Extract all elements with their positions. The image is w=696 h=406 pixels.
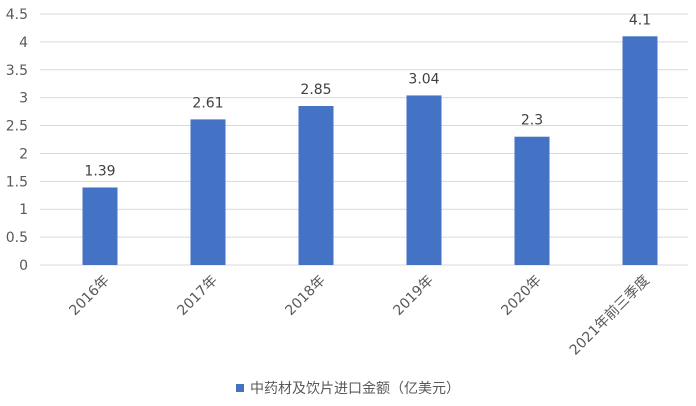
x-tick-label: 2018年: [282, 273, 328, 319]
x-tick-label: 2017年: [174, 273, 220, 319]
y-tick-label: 3.5: [6, 63, 28, 79]
y-tick-label: 3: [19, 91, 28, 107]
legend-swatch: [236, 384, 244, 392]
y-tick-label: 0: [19, 258, 28, 274]
x-tick-label: 2019年: [390, 273, 436, 319]
bar: [190, 119, 226, 265]
data-label: 3.04: [408, 71, 439, 87]
y-tick-label: 4.5: [6, 7, 28, 23]
y-tick-label: 2: [19, 146, 28, 162]
x-tick-label: 2016年: [66, 273, 112, 319]
data-labels: 1.39 2.61 2.85 3.04 2.3 4.1: [84, 12, 651, 179]
x-tick-label: 2021年前三季度: [566, 272, 653, 359]
y-tick-label: 4: [19, 35, 28, 51]
bar: [82, 187, 118, 265]
data-label: 2.61: [192, 95, 223, 111]
x-tick-label: 2020年: [498, 273, 544, 319]
bar: [622, 36, 658, 265]
data-label: 2.3: [521, 113, 543, 129]
y-tick-label: 0.5: [6, 230, 28, 246]
y-tick-label: 2.5: [6, 119, 28, 135]
y-axis-tick-labels: 0 0.5 1 1.5 2 2.5 3 3.5 4 4.5: [6, 7, 28, 274]
data-label: 4.1: [629, 12, 651, 28]
data-label: 2.85: [300, 82, 331, 98]
bars: [82, 36, 658, 266]
bar: [406, 95, 442, 266]
y-tick-label: 1.5: [6, 174, 28, 190]
legend-label: 中药材及饮片进口金额（亿美元）: [250, 381, 460, 397]
data-label: 1.39: [84, 163, 115, 179]
y-tick-label: 1: [19, 202, 28, 218]
bar: [514, 136, 550, 265]
legend: 中药材及饮片进口金额（亿美元）: [236, 381, 460, 397]
bar: [298, 106, 334, 266]
gridlines: [40, 13, 688, 266]
x-axis-tick-labels: 2016年 2017年 2018年 2019年 2020年 2021年前三季度: [66, 272, 652, 359]
